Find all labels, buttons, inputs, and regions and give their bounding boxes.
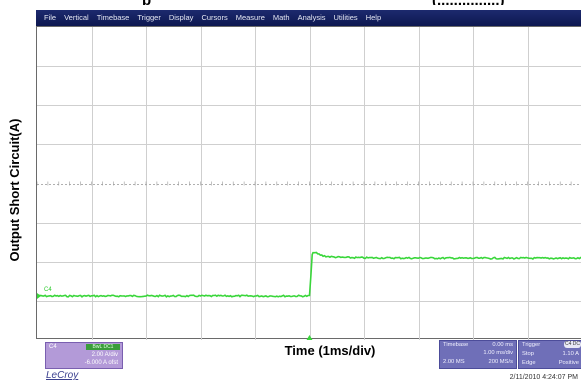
menu-utilities[interactable]: Utilities [333, 13, 358, 22]
channel-name: C4 [49, 344, 57, 350]
timestamp: 2/11/2010 4:24:07 PM [509, 374, 578, 381]
timebase-delay: 0.00 ms [492, 342, 513, 348]
timebase-per-div: 1.00 ms/div [483, 350, 513, 356]
lecroy-logo: LeCroy [46, 370, 79, 381]
waveform-trace [37, 251, 581, 298]
channel-offset: -6.000 A ofst [84, 360, 118, 366]
menu-trigger[interactable]: Trigger [137, 13, 161, 22]
menu-display[interactable]: Display [168, 13, 194, 22]
menu-bar: File Vertical Timebase Trigger Display C… [36, 10, 581, 26]
menu-file[interactable]: File [44, 13, 57, 22]
trigger-label: Trigger [522, 342, 541, 348]
timebase-label: Timebase [443, 342, 469, 348]
page-title: p (...............) [60, 0, 581, 5]
trigger-slope: Positive [558, 360, 579, 366]
page-title-right: (...............) [432, 0, 505, 5]
trigger-position-marker [306, 335, 313, 340]
trigger-source-badge: C4 DC [564, 341, 581, 348]
menu-help[interactable]: Help [365, 13, 382, 22]
ground-level-marker [37, 293, 41, 299]
trigger-level: 1.10 A [562, 351, 579, 357]
menu-cursors[interactable]: Cursors [201, 13, 228, 22]
timebase-rate: 200 MS/s [488, 359, 514, 365]
x-axis-label: Time (1ms/div) [284, 343, 376, 358]
y-axis-label: Output Short Circuit(A) [7, 118, 22, 262]
trigger-mode: Stop [522, 351, 534, 357]
channel-scale: 2.00 A/div [91, 352, 118, 358]
channel-coupling-badge: BwL DC1 [86, 344, 120, 350]
menu-math[interactable]: Math [272, 13, 290, 22]
trigger-type: Edge [522, 360, 536, 366]
scope-display[interactable] [36, 26, 581, 340]
page-title-left: p [142, 0, 151, 5]
menu-vertical[interactable]: Vertical [64, 13, 89, 22]
menu-timebase[interactable]: Timebase [96, 13, 130, 22]
channel-ground-marker: C4 [44, 287, 52, 293]
timebase-box[interactable]: Timebase 0.00 ms 1.00 ms/div 2.00 MS 200… [439, 340, 517, 369]
menu-analysis[interactable]: Analysis [297, 13, 326, 22]
menu-measure[interactable]: Measure [235, 13, 265, 22]
waveform-plot [37, 27, 581, 340]
timebase-samples: 2.00 MS [443, 359, 465, 365]
channel-descriptor-box[interactable]: C4 BwL DC1 2.00 A/div -6.000 A ofst [45, 342, 123, 369]
